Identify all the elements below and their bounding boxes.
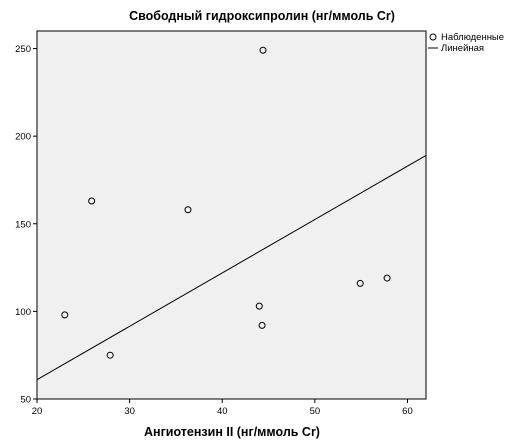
legend: Наблюденные Линейная xyxy=(428,32,504,54)
fit-line-layer xyxy=(36,154,427,381)
data-point xyxy=(61,311,69,319)
y-tick-label: 150 xyxy=(15,219,31,230)
data-point xyxy=(184,206,192,214)
x-tick-label: 20 xyxy=(32,406,43,417)
x-tick-label: 40 xyxy=(217,406,228,417)
y-tick-label: 100 xyxy=(15,307,31,318)
plot-area xyxy=(36,30,427,400)
data-point xyxy=(255,302,263,310)
y-tick-label: 50 xyxy=(20,395,31,406)
x-tick-label: 50 xyxy=(310,406,321,417)
data-point xyxy=(356,279,364,287)
data-point xyxy=(88,197,96,205)
chart-title: Свободный гидроксипролин (нг/ммоль Cr) xyxy=(129,9,395,23)
legend-marker-observed xyxy=(429,33,437,41)
data-point xyxy=(259,46,267,54)
data-point xyxy=(383,274,391,282)
data-point xyxy=(258,321,266,329)
x-axis-label: Ангиотензин II (нг/ммоль Cr) xyxy=(144,425,320,439)
fit-line xyxy=(36,154,427,381)
y-axis: 50 100 150 200 250 xyxy=(15,44,37,406)
legend-label-linear: Линейная xyxy=(441,43,484,54)
x-axis: 20 30 40 50 60 xyxy=(32,399,413,417)
data-point xyxy=(106,351,114,359)
y-tick-label: 250 xyxy=(15,44,31,55)
y-tick-label: 200 xyxy=(15,132,31,143)
legend-label-observed: Наблюденные xyxy=(441,32,504,43)
x-tick-label: 60 xyxy=(402,406,413,417)
x-tick-label: 30 xyxy=(124,406,135,417)
observed-points-layer xyxy=(61,46,391,359)
